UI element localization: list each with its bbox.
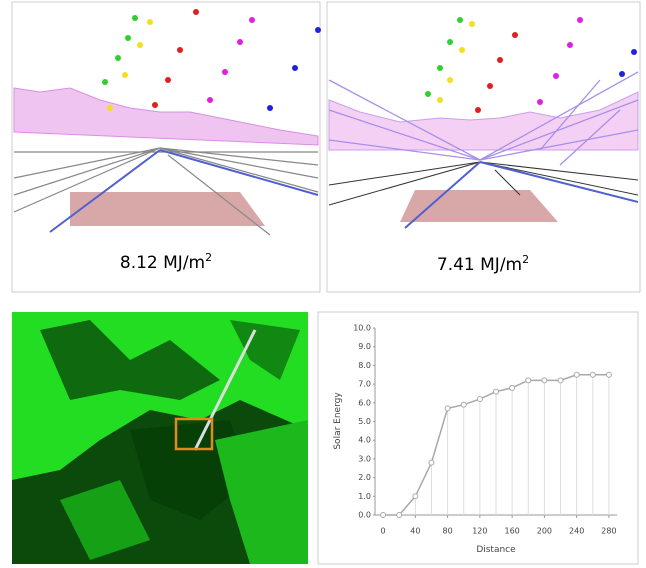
- y-tick-label: 0.0: [358, 511, 371, 520]
- y-tick-label: 7.0: [358, 380, 371, 389]
- marker: [574, 372, 579, 377]
- chart: Solar Energy Distance 0.0 1.0 2.0 3.0 4.0 5.0…: [318, 312, 638, 564]
- marker: [445, 406, 450, 411]
- y-tick-label: 5.0: [358, 417, 371, 426]
- y-tick-label: 2.0: [358, 473, 371, 482]
- render-left: 8.12 MJ/m2: [12, 2, 321, 292]
- marker: [558, 378, 563, 383]
- y-tick-label: 9.0: [358, 342, 371, 351]
- terrain-map: [12, 312, 308, 564]
- x-tick-label: 0: [381, 527, 386, 536]
- marker: [526, 378, 531, 383]
- marker: [494, 389, 499, 394]
- marker: [510, 385, 515, 390]
- caption: 8.12 MJ/m2: [120, 251, 212, 273]
- marker: [397, 513, 402, 518]
- x-axis-label: Distance: [476, 545, 516, 555]
- x-tick-label: 40: [410, 527, 420, 536]
- marker: [429, 460, 434, 465]
- marker: [413, 494, 418, 499]
- x-tick-label: 80: [443, 527, 453, 536]
- marker: [381, 513, 386, 518]
- marker: [461, 402, 466, 407]
- x-tick-label: 200: [537, 527, 552, 536]
- y-tick-label: 8.0: [358, 361, 371, 370]
- x-tick-label: 120: [472, 527, 487, 536]
- x-tick-label: 160: [504, 527, 519, 536]
- x-tick-label: 280: [601, 527, 616, 536]
- y-tick-label: 3.0: [358, 454, 371, 463]
- x-tick-label: 240: [569, 527, 584, 536]
- y-tick-label: 4.0: [358, 436, 371, 445]
- caption: 7.41 MJ/m2: [437, 253, 529, 275]
- figure: 8.12 MJ/m2 7.41 MJ/m2 Solar Energy: [0, 0, 646, 568]
- marker: [542, 378, 547, 383]
- y-tick-label: 1.0: [358, 492, 371, 501]
- y-axis-label: Solar Energy: [333, 392, 343, 450]
- y-tick-label: 10.0: [353, 324, 371, 333]
- marker: [606, 372, 611, 377]
- marker: [590, 372, 595, 377]
- render-right: 7.41 MJ/m2: [327, 2, 640, 292]
- marker: [477, 397, 482, 402]
- y-tick-label: 6.0: [358, 398, 371, 407]
